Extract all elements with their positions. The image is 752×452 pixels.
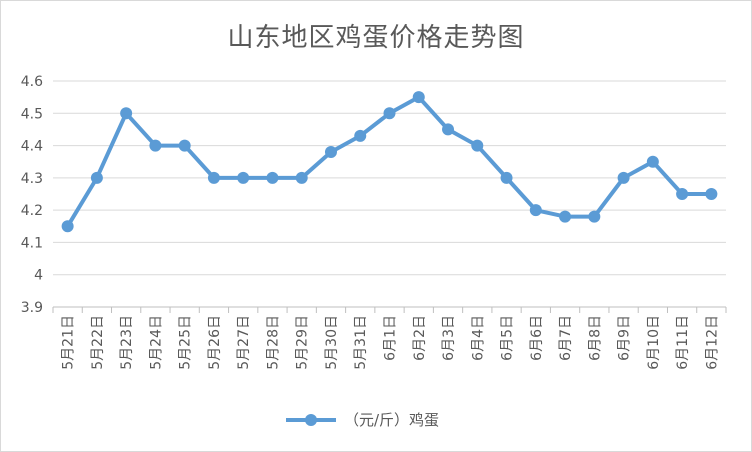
x-tick-label: 6月6日 bbox=[529, 315, 545, 361]
data-point bbox=[207, 171, 220, 184]
data-point bbox=[646, 155, 659, 168]
chart-title: 山东地区鸡蛋价格走势图 bbox=[227, 23, 525, 53]
series-egg-price bbox=[61, 91, 718, 233]
data-point bbox=[676, 188, 689, 200]
x-tick-label: 6月11日 bbox=[675, 315, 691, 370]
x-tick-label: 5月21日 bbox=[61, 315, 77, 370]
x-tick-label: 6月7日 bbox=[558, 315, 574, 361]
x-tick-label: 6月9日 bbox=[617, 315, 633, 361]
x-tick-label: 6月3日 bbox=[441, 315, 457, 361]
data-point bbox=[354, 129, 367, 142]
data-point bbox=[324, 146, 337, 159]
x-tick-label: 6月8日 bbox=[587, 315, 603, 361]
data-point bbox=[295, 171, 308, 184]
data-point bbox=[529, 204, 542, 217]
x-tick-label: 5月22日 bbox=[90, 315, 106, 370]
data-point bbox=[120, 107, 133, 120]
data-point bbox=[412, 91, 425, 104]
data-point bbox=[471, 139, 484, 152]
data-point bbox=[500, 171, 513, 184]
x-tick-label: 5月27日 bbox=[236, 315, 252, 370]
data-point bbox=[61, 220, 74, 233]
y-tick-label: 4.5 bbox=[21, 106, 43, 122]
x-tick-label: 6月4日 bbox=[470, 315, 486, 361]
y-tick-label: 4.1 bbox=[21, 235, 43, 251]
legend: （元/斤）鸡蛋 bbox=[286, 411, 439, 429]
x-tick-label: 6月5日 bbox=[500, 315, 516, 361]
data-point bbox=[705, 188, 718, 200]
data-point bbox=[559, 210, 572, 223]
x-axis: 5月21日 5月22日 5月23日 5月24日 5月25日 5月26日 5月27日 5月28日… bbox=[52, 306, 727, 370]
y-tick-label: 4 bbox=[34, 268, 43, 284]
x-tick-label: 5月29日 bbox=[295, 315, 311, 370]
x-tick-label: 6月10日 bbox=[646, 315, 662, 370]
data-point bbox=[383, 107, 396, 120]
data-point bbox=[266, 171, 279, 184]
legend-label: （元/斤）鸡蛋 bbox=[344, 411, 439, 429]
data-point bbox=[149, 139, 162, 152]
x-tick-label: 6月12日 bbox=[704, 315, 720, 370]
data-point bbox=[90, 171, 103, 184]
y-tick-label: 4.6 bbox=[21, 74, 43, 90]
x-tick-label: 5月23日 bbox=[119, 315, 135, 370]
x-tick-label: 5月25日 bbox=[178, 315, 194, 370]
x-tick-label: 5月28日 bbox=[265, 315, 281, 370]
x-tick-label: 6月2日 bbox=[412, 315, 428, 361]
y-tick-label: 3.9 bbox=[21, 300, 43, 316]
legend-marker bbox=[305, 414, 317, 426]
y-tick-label: 4.2 bbox=[21, 203, 43, 219]
data-point bbox=[237, 171, 250, 184]
x-tick-label: 5月31日 bbox=[353, 315, 369, 370]
x-tick-label: 5月26日 bbox=[207, 315, 223, 370]
y-tick-label: 4.4 bbox=[21, 139, 43, 155]
x-tick-label: 6月1日 bbox=[383, 315, 399, 361]
data-point bbox=[588, 210, 601, 223]
data-point bbox=[178, 139, 191, 152]
y-axis-ticks: 3.9 4 4.1 4.2 4.3 4.4 4.5 4.6 bbox=[21, 74, 43, 316]
x-tick-label: 5月30日 bbox=[324, 315, 340, 370]
x-tick-label: 5月24日 bbox=[148, 315, 164, 370]
data-point bbox=[442, 123, 455, 136]
data-point bbox=[617, 171, 630, 184]
y-tick-label: 4.3 bbox=[21, 171, 43, 187]
